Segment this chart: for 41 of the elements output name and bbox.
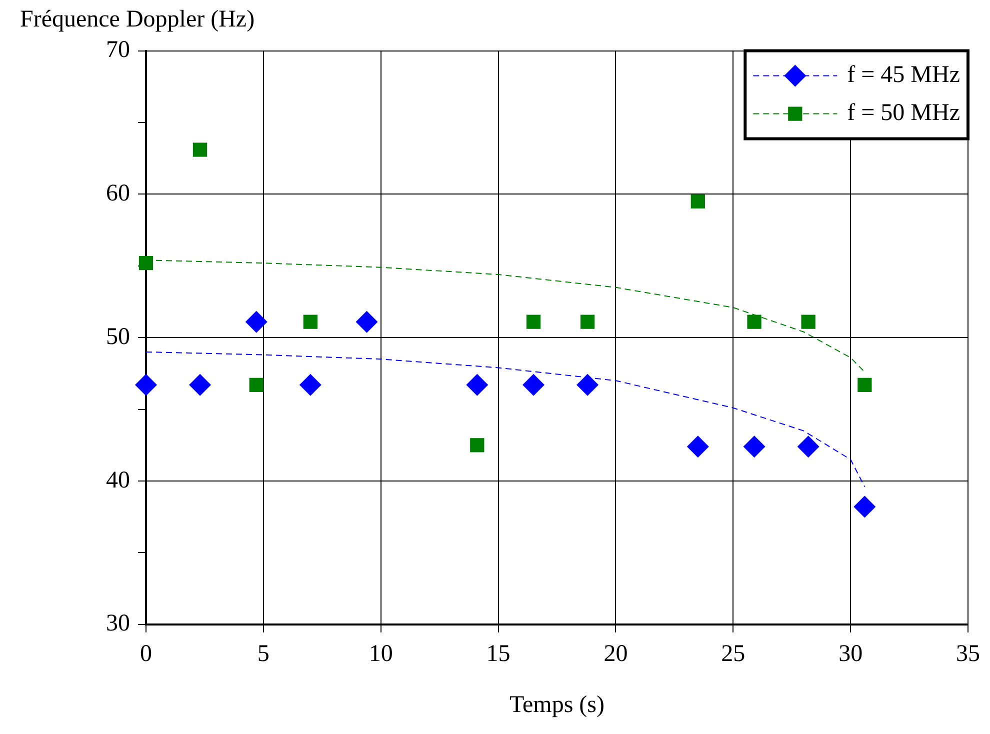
point: [580, 314, 595, 329]
y-tick-label: 60: [106, 180, 130, 206]
point: [245, 310, 268, 333]
point: [801, 314, 816, 329]
x-tick-label: 25: [721, 641, 746, 668]
point: [686, 436, 709, 458]
x-tick-label: 15: [486, 641, 510, 668]
legend-label: f = 45 MHz: [847, 62, 960, 88]
x-tick-label: 0: [140, 641, 152, 668]
x-tick-label: 30: [838, 641, 863, 668]
line-series: [146, 351, 866, 488]
point: [522, 374, 545, 396]
x-tick-label: 10: [368, 641, 393, 668]
y-tick-label: 70: [106, 37, 130, 64]
x-tick-label: 5: [257, 641, 270, 668]
point: [743, 436, 766, 458]
point: [299, 374, 322, 396]
point: [797, 436, 820, 458]
point: [192, 142, 208, 157]
x-tick-label: 20: [604, 641, 628, 668]
point: [189, 374, 212, 396]
point: [356, 310, 378, 333]
point: [470, 438, 484, 452]
y-tick-label: 50: [106, 324, 130, 350]
point: [135, 374, 157, 396]
point: [690, 194, 705, 208]
point: [249, 378, 264, 392]
y-tick-label: 30: [106, 610, 130, 637]
point: [466, 374, 488, 396]
y-tick-label: 40: [106, 467, 130, 494]
x-tick-label: 35: [956, 641, 980, 668]
point: [138, 256, 154, 270]
point: [303, 314, 318, 329]
point: [858, 378, 872, 392]
point: [747, 314, 762, 329]
point: [576, 374, 599, 396]
point: [526, 314, 541, 329]
point: [854, 496, 876, 518]
legend-label: f = 50 MHz: [847, 100, 960, 126]
x-axis-title: Temps (s): [510, 692, 604, 718]
y-axis-title: Fréquence Doppler (Hz): [20, 6, 255, 33]
